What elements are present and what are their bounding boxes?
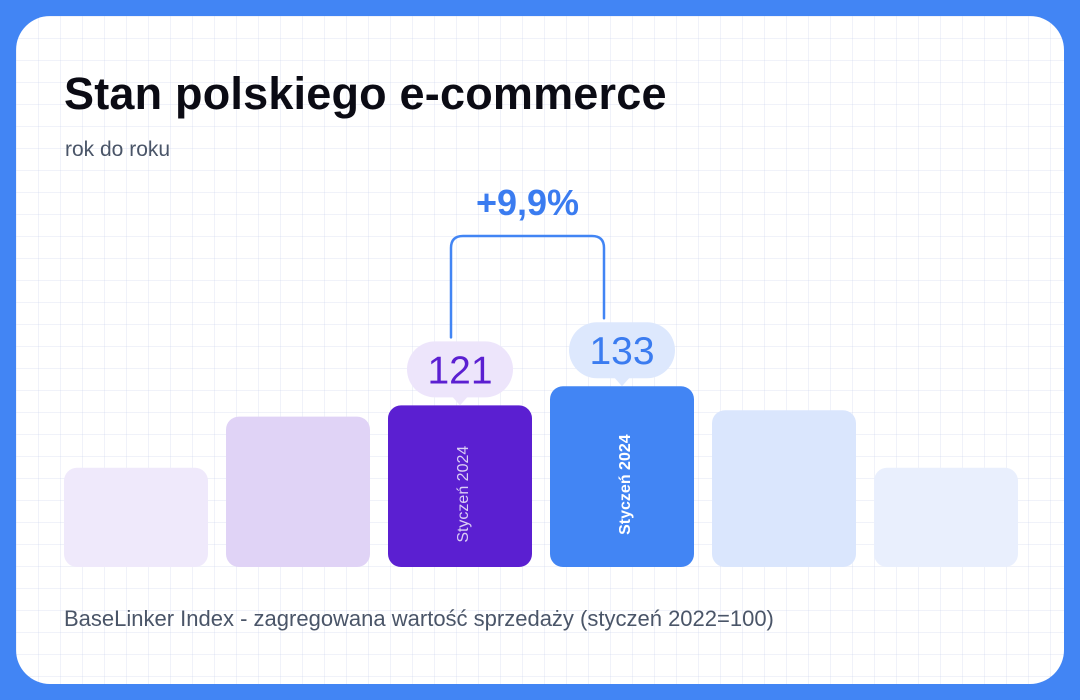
value-bubble-4-pointer	[614, 377, 630, 387]
chart-caption: BaseLinker Index - zagregowana wartość s…	[64, 606, 774, 631]
value-bubble-4	[569, 322, 675, 379]
value-label-3: 121	[427, 349, 492, 392]
change-label: +9,9%	[476, 182, 579, 223]
bar-3-label: Styczeń 2024	[455, 446, 472, 543]
bar-5	[712, 410, 856, 567]
value-bubble-3-pointer	[452, 396, 468, 406]
bar-2	[226, 416, 370, 567]
value-bubble-3	[407, 341, 513, 398]
chart-subtitle: rok do roku	[65, 138, 171, 161]
chart-card: Stan polskiego e-commerce rok do roku St…	[16, 16, 1064, 684]
bar-chart: Styczeń 2024 Styczeń 2024 121 133 +9,9%	[64, 182, 1018, 567]
chart-title: Stan polskiego e-commerce	[64, 68, 667, 119]
bar-1	[64, 467, 208, 567]
change-connector	[449, 234, 606, 339]
value-label-4: 133	[589, 330, 654, 373]
bar-3	[388, 405, 532, 567]
bar-4-label: Styczeń 2024	[617, 434, 634, 535]
bar-6	[874, 467, 1018, 567]
bar-4	[550, 386, 694, 567]
